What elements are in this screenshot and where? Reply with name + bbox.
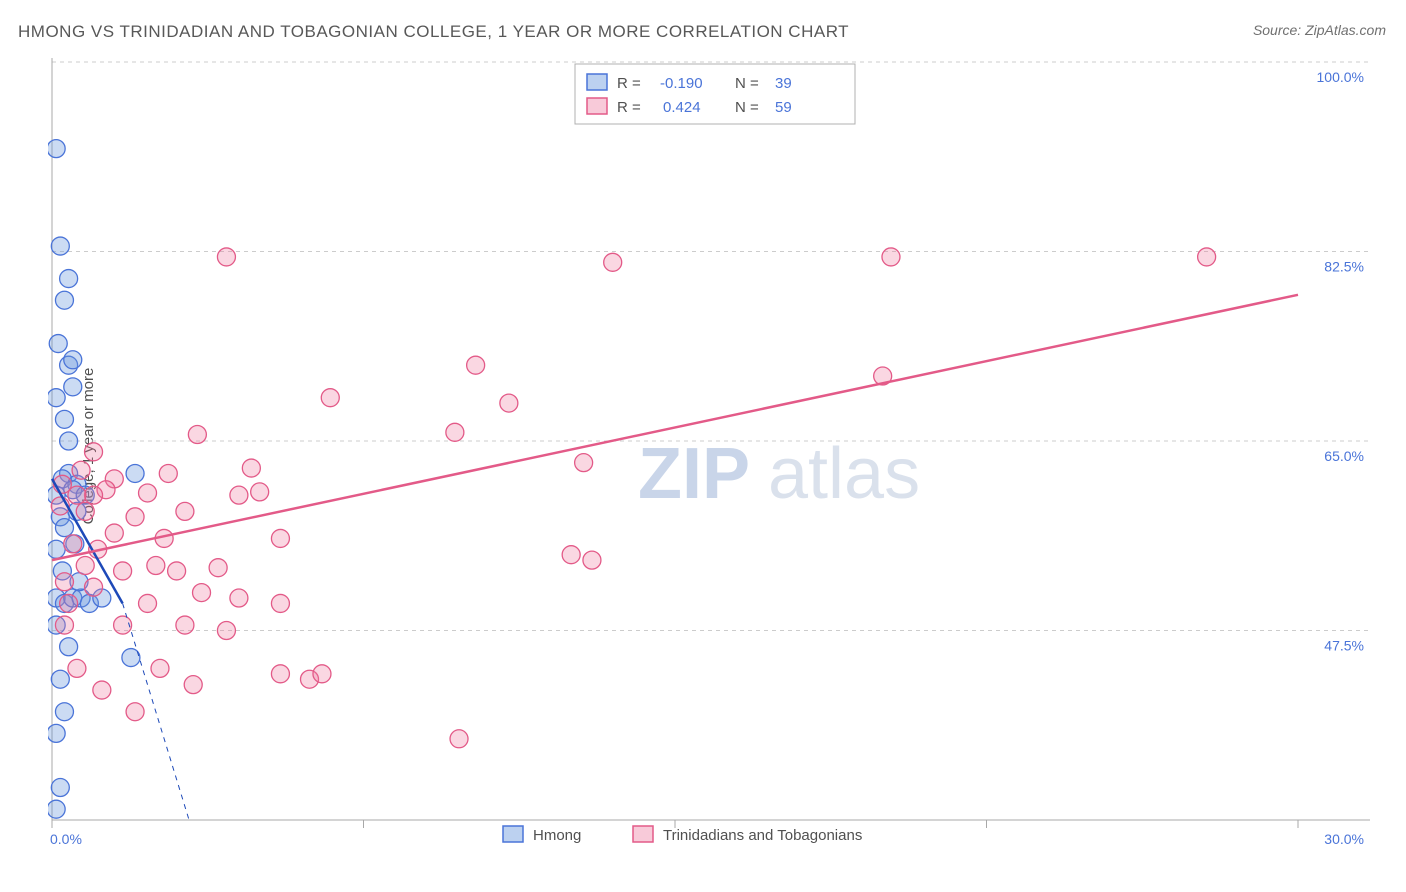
svg-text:39: 39 [775,75,792,92]
svg-text:R =: R = [617,99,641,116]
chart-title: HMONG VS TRINIDADIAN AND TOBAGONIAN COLL… [18,22,849,42]
svg-text:47.5%: 47.5% [1324,638,1364,654]
svg-text:-0.190: -0.190 [660,75,703,92]
plot-area: 47.5% 65.0% 82.5% 100.0% 0.0% 30.0% ZIPatlas R … [48,58,1370,846]
svg-text:N =: N = [735,75,759,92]
svg-text:82.5%: 82.5% [1324,259,1364,275]
svg-text:Trinidadians and Tobagonians: Trinidadians and Tobagonians [663,827,862,844]
chart-svg: 47.5% 65.0% 82.5% 100.0% 0.0% 30.0% ZIPatlas R … [48,58,1370,846]
source-attribution: Source: ZipAtlas.com [1253,22,1386,38]
svg-text:Hmong: Hmong [533,827,581,844]
svg-text:100.0%: 100.0% [1317,69,1364,85]
svg-text:59: 59 [775,99,792,116]
svg-text:R =: R = [617,75,641,92]
svg-text:65.0%: 65.0% [1324,448,1364,464]
svg-text:30.0%: 30.0% [1324,831,1364,846]
svg-text:atlas: atlas [768,434,920,514]
svg-text:0.0%: 0.0% [50,831,82,846]
svg-text:0.424: 0.424 [663,99,701,116]
svg-text:ZIP: ZIP [638,434,750,514]
svg-text:N =: N = [735,99,759,116]
